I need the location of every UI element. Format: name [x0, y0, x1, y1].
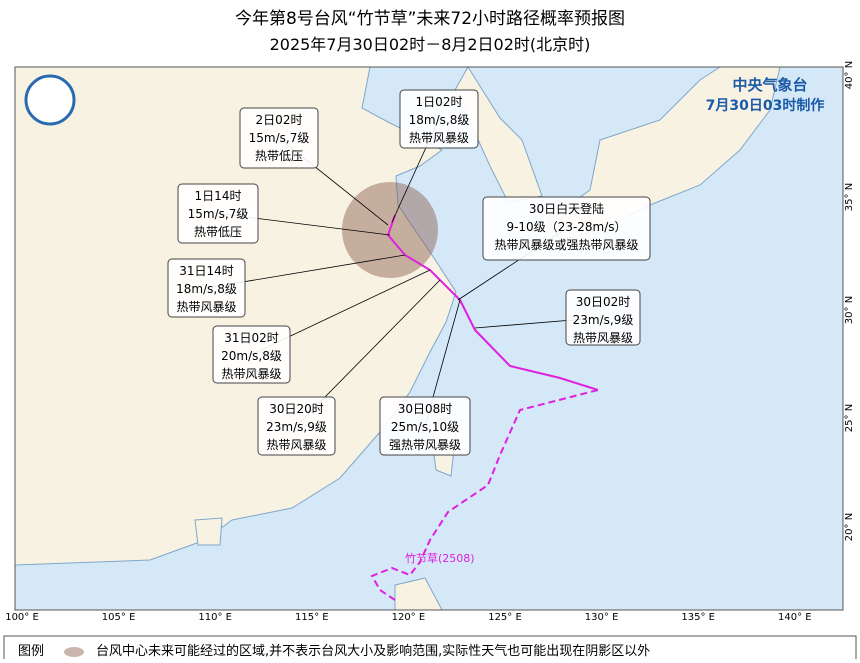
- map-frame: [14, 66, 844, 611]
- callout-text: 23m/s,9级: [573, 313, 634, 327]
- callout-text: 15m/s,7级: [249, 131, 310, 145]
- map: 中央气象台 7月30日03时制作 竹节草(2508) 2日02时 15m/s,7级…: [14, 66, 844, 611]
- lat-label: 35° N: [844, 183, 855, 211]
- past-track: [370, 389, 599, 601]
- callout-text: 热带风暴级: [573, 331, 633, 345]
- agency: 中央气象台: [732, 76, 807, 94]
- track-label: 竹节草(2508): [405, 551, 475, 565]
- lat-label: 20° N: [844, 513, 855, 541]
- callout-text: 1日02时: [416, 95, 463, 109]
- callout-box: [177, 183, 259, 244]
- callout-box: [257, 396, 336, 456]
- callout-box: [482, 196, 651, 261]
- callout-text: 18m/s,8级: [409, 113, 470, 127]
- callout-text: 31日14时: [179, 264, 234, 278]
- subtitle: 2025年7月30日02时－8月2日02时(北京时): [270, 35, 591, 54]
- callout-text: 30日08时: [398, 402, 453, 416]
- lon-label: 135° E: [681, 612, 715, 623]
- lon-label: 115° E: [295, 612, 329, 623]
- lon-label: 110° E: [198, 612, 232, 623]
- callout-text: 2日02时: [256, 113, 303, 127]
- callout-box: [565, 289, 641, 346]
- callout-text: 热带低压: [255, 149, 303, 163]
- callout-box: [167, 258, 246, 318]
- callout-text: 1日14时: [195, 189, 242, 203]
- callout-box: [239, 107, 319, 169]
- callout-text: 20m/s,8级: [221, 349, 282, 363]
- callout-box: [379, 396, 471, 456]
- callout-text: 热带风暴级: [409, 131, 469, 145]
- lat-label: 30° N: [844, 296, 855, 324]
- lon-label: 100° E: [5, 612, 39, 623]
- callout-text: 30日02时: [576, 295, 631, 309]
- callout-text: 热带风暴级或强热带风暴级: [494, 238, 638, 252]
- logo: [24, 74, 76, 126]
- callout-text: 23m/s,9级: [266, 420, 327, 434]
- callout-text: 30日20时: [269, 402, 324, 416]
- callout-text: 热带风暴级: [266, 438, 326, 452]
- callout-text: 30日白天登陆: [529, 201, 604, 216]
- callout-text: 热带风暴级: [176, 300, 236, 314]
- lon-label: 130° E: [585, 612, 619, 623]
- callout-text: 18m/s,8级: [176, 282, 237, 296]
- callout-text: 9-10级（23-28m/s）: [506, 220, 626, 234]
- callout-text: 15m/s,7级: [188, 207, 249, 221]
- lat-label: 25° N: [844, 404, 855, 432]
- callout-box: [399, 89, 479, 149]
- callout-text: 31日02时: [224, 331, 279, 345]
- callout-box: [212, 325, 291, 384]
- lon-label: 120° E: [392, 612, 426, 623]
- lat-label: 40° N: [844, 61, 855, 89]
- legend-label: 图例: [18, 644, 44, 659]
- lon-label: 105° E: [102, 612, 136, 623]
- title: 今年第8号台风“竹节草”未来72小时路径概率预报图: [235, 9, 625, 29]
- callout-text: 强热带风暴级: [389, 438, 461, 452]
- lon-label: 125° E: [488, 612, 522, 623]
- hainan: [194, 517, 223, 546]
- callout-text: 25m/s,10级: [391, 420, 459, 434]
- legend-swatch: [64, 647, 84, 657]
- callout-text: 热带低压: [194, 225, 242, 239]
- lon-label: 140° E: [778, 612, 812, 623]
- callout-text: 热带风暴级: [221, 367, 281, 381]
- issued: 7月30日03时制作: [706, 97, 825, 114]
- legend-text: 台风中心未来可能经过的区域,并不表示台风大小及影响范围,实际性天气也可能出现在阴…: [96, 643, 650, 659]
